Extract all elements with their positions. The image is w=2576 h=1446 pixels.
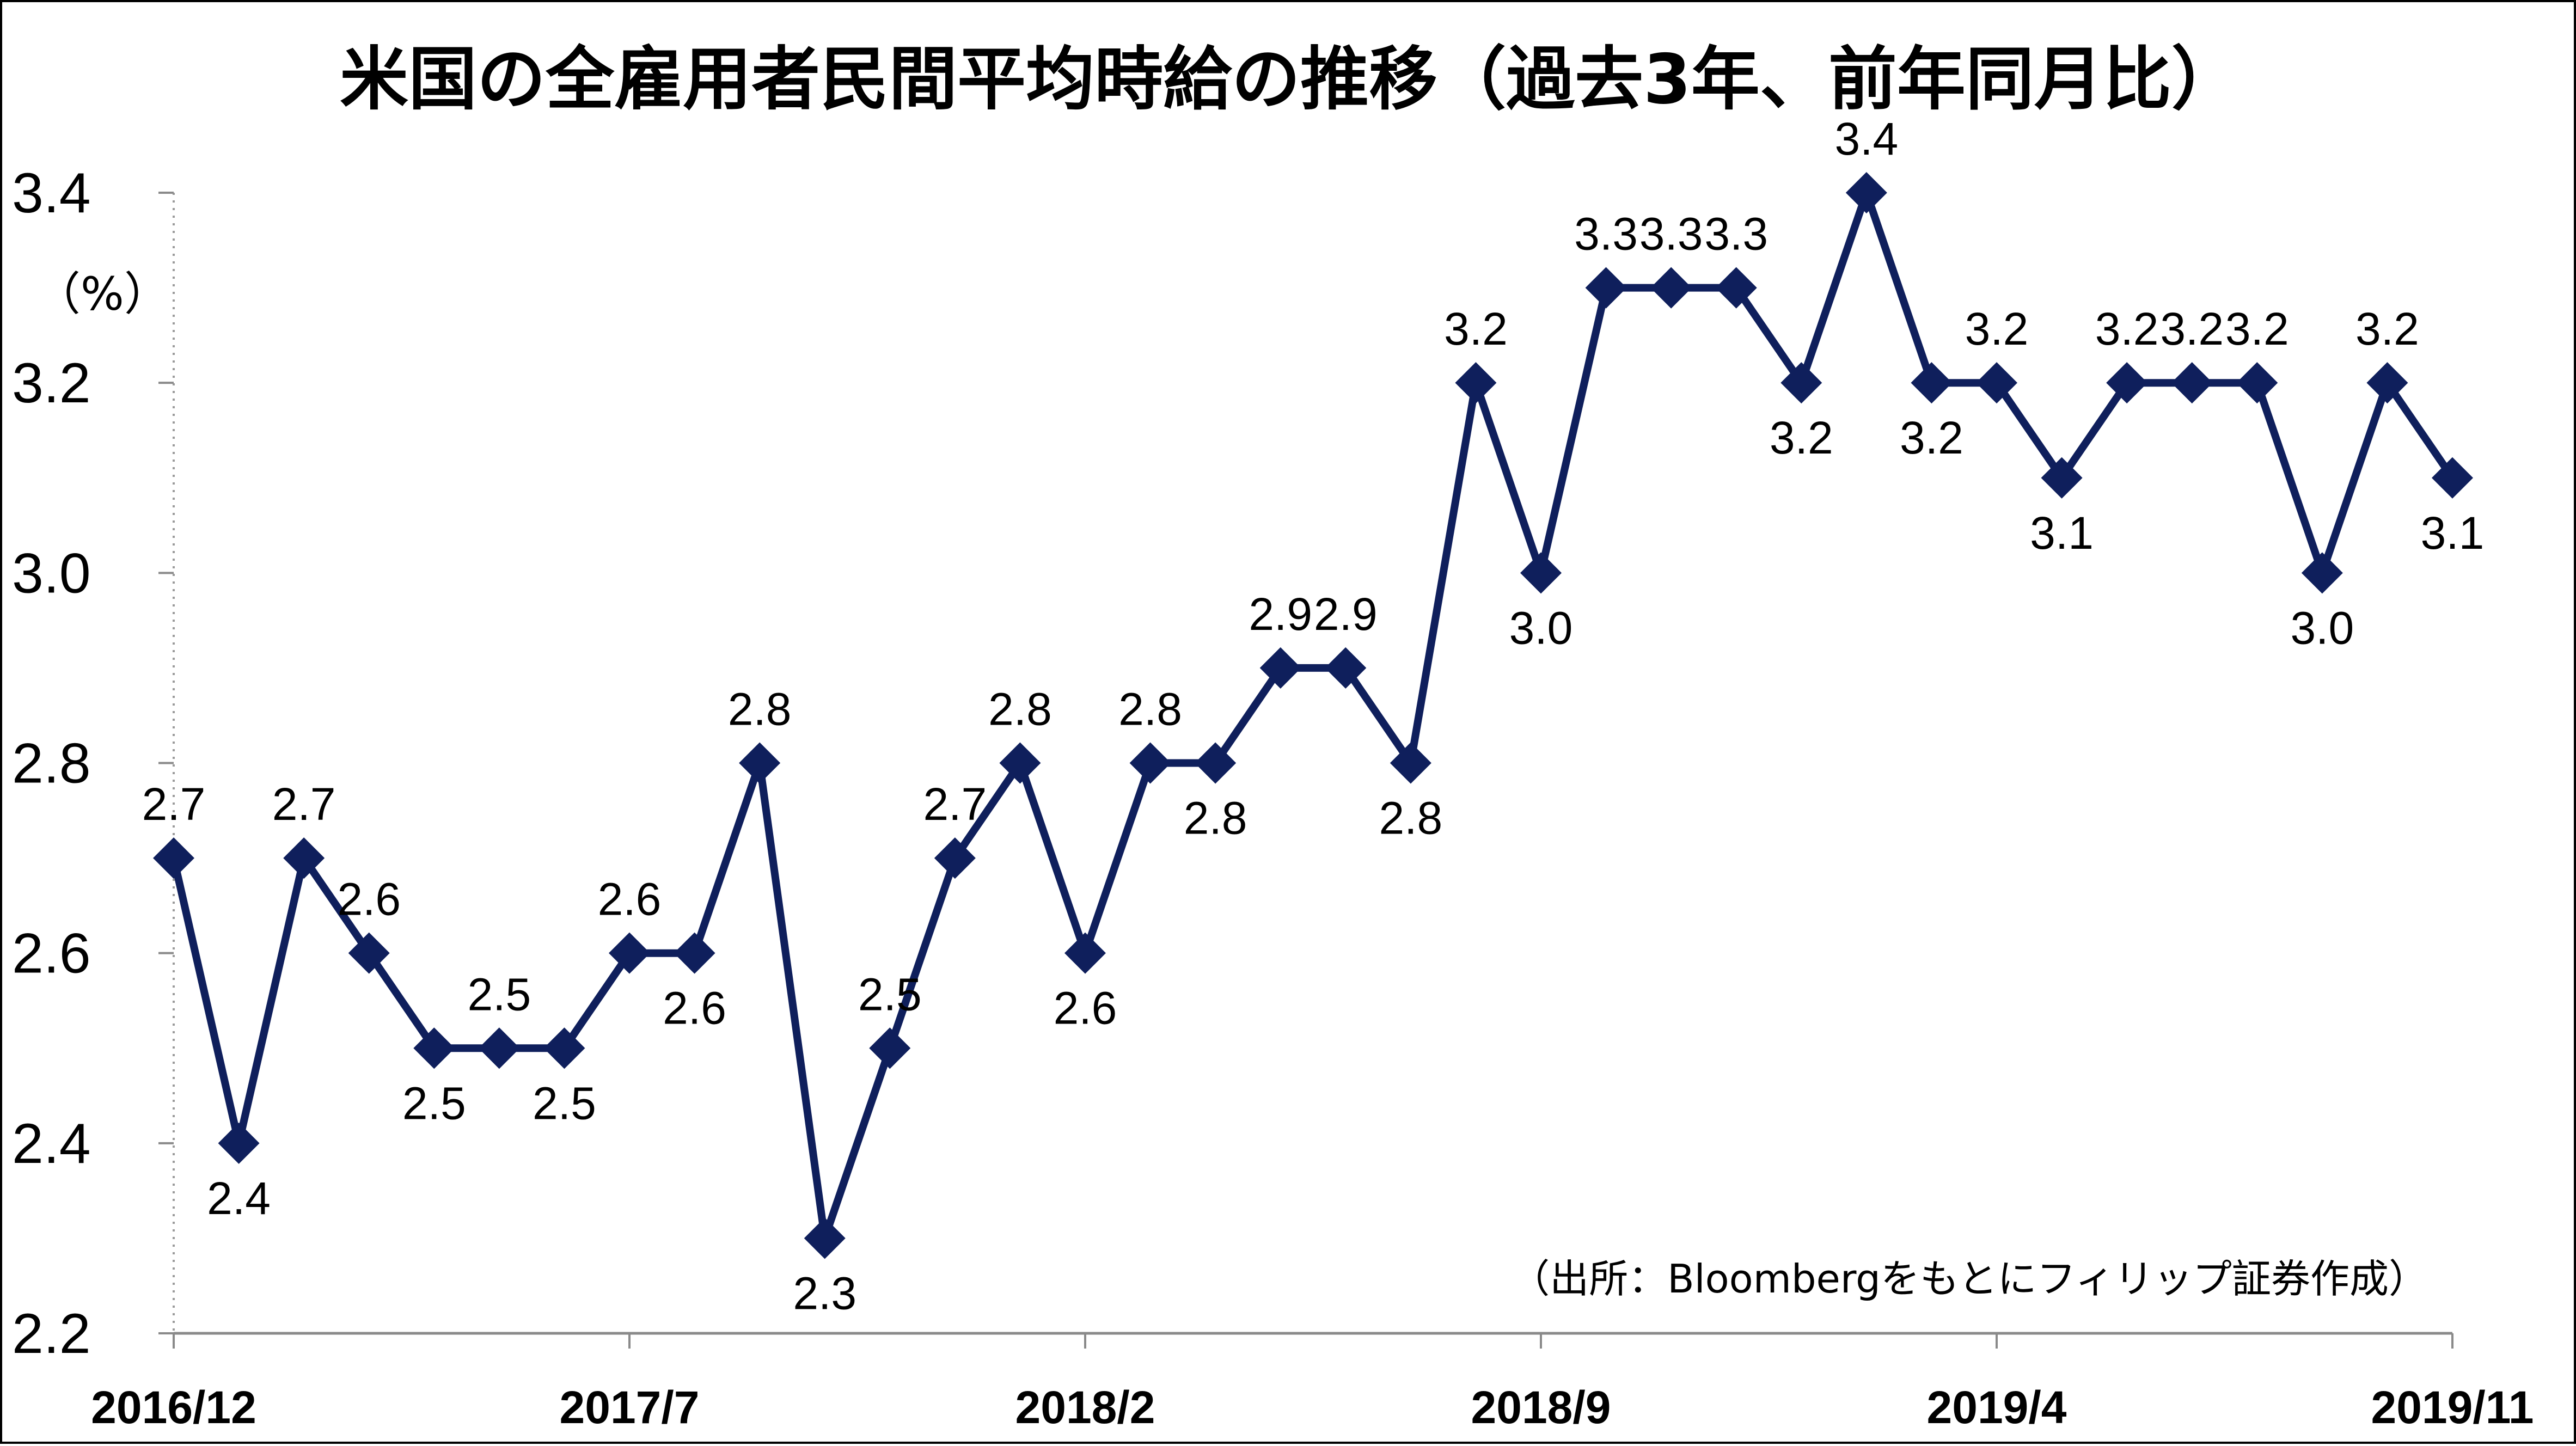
y-tick-label: 3.2 (12, 352, 91, 415)
data-label: 3.3 (1639, 209, 1703, 260)
data-point-marker (283, 837, 325, 879)
data-point-marker (1129, 742, 1171, 784)
data-label: 3.2 (1770, 412, 1833, 463)
x-tick-label: 2019/11 (2371, 1382, 2534, 1433)
data-label: 2.8 (1118, 684, 1182, 735)
data-label: 2.5 (402, 1077, 466, 1129)
data-label: 2.8 (1184, 793, 1247, 844)
data-point-marker (2171, 362, 2213, 404)
data-point-marker (2432, 457, 2473, 499)
data-label: 3.1 (2421, 507, 2485, 559)
y-axis-unit-label: （%） (35, 267, 170, 321)
data-label: 2.6 (1054, 983, 1117, 1034)
data-point-marker (869, 1027, 911, 1069)
x-tick-label: 2019/4 (1927, 1382, 2067, 1433)
data-point-marker (413, 1027, 455, 1069)
x-tick-label: 2018/2 (1015, 1382, 1155, 1433)
chart-title: 米国の全雇用者民間平均時給の推移（過去3年、前年同月比） (340, 39, 2240, 119)
data-label: 2.8 (728, 684, 792, 735)
data-label: 3.4 (1834, 113, 1898, 164)
data-point-marker (348, 932, 390, 974)
y-tick-label: 2.6 (12, 922, 91, 985)
y-tick-label: 2.2 (12, 1302, 91, 1365)
data-label: 2.5 (533, 1077, 596, 1129)
data-label: 2.5 (467, 969, 531, 1020)
data-point-marker (1976, 362, 2017, 404)
data-point-marker (1650, 267, 1692, 309)
data-point-marker (2366, 362, 2408, 404)
data-point-marker (1195, 742, 1237, 784)
data-point-marker (1259, 647, 1301, 689)
data-label: 3.2 (1900, 412, 1963, 463)
data-label: 3.2 (2225, 303, 2289, 354)
data-point-marker (218, 1122, 260, 1164)
x-tick-label: 2016/12 (91, 1382, 256, 1433)
data-point-marker (1325, 647, 1367, 689)
data-point-marker (1585, 267, 1627, 309)
data-label: 2.6 (598, 874, 662, 925)
data-label: 2.4 (207, 1173, 271, 1224)
data-point-marker (2106, 362, 2148, 404)
data-label: 2.7 (923, 779, 987, 830)
data-point-marker (1455, 362, 1497, 404)
data-label: 2.6 (663, 983, 726, 1034)
data-point-marker (2236, 362, 2278, 404)
data-label: 2.8 (1379, 793, 1442, 844)
data-label: 2.5 (858, 969, 922, 1020)
x-tick-label: 2018/9 (1471, 1382, 1611, 1433)
data-label: 3.3 (1704, 209, 1768, 260)
data-label: 2.3 (793, 1267, 856, 1319)
data-label: 2.7 (272, 779, 336, 830)
data-label: 3.0 (1509, 602, 1573, 653)
data-point-marker (2301, 552, 2343, 594)
data-label: 2.9 (1314, 589, 1378, 640)
source-note: （出所：Bloombergをもとにフィリップ証券作成） (1510, 1256, 2428, 1302)
data-point-marker (609, 932, 650, 974)
data-point-marker (1911, 362, 1953, 404)
data-label: 3.2 (2355, 303, 2419, 354)
data-point-marker (1064, 932, 1106, 974)
data-point-marker (2041, 457, 2083, 499)
data-point-marker (1845, 172, 1887, 213)
y-tick-label: 2.8 (12, 732, 91, 795)
y-tick-label: 3.4 (12, 162, 91, 225)
data-label: 3.2 (2095, 303, 2159, 354)
axes: 2.2 2.4 2.6 2.8 3.0 3.2 3.4 2016/12 2017/7 2018/2… (12, 162, 2534, 1433)
data-label: 3.0 (2290, 602, 2354, 653)
data-point-marker (1390, 742, 1431, 784)
data-point-marker (1780, 362, 1822, 404)
data-label: 3.1 (2030, 507, 2094, 559)
data-label: 3.2 (1965, 303, 2029, 354)
x-tick-label: 2017/7 (560, 1382, 700, 1433)
data-point-marker (543, 1027, 585, 1069)
data-point-marker (804, 1217, 846, 1259)
data-label: 2.7 (142, 779, 206, 830)
data-point-marker (674, 932, 715, 974)
data-point-marker (1520, 552, 1562, 594)
marker-group (153, 172, 2473, 1259)
data-label: 2.6 (337, 874, 401, 925)
data-point-marker (478, 1027, 520, 1069)
data-label: 2.8 (988, 684, 1052, 735)
data-label: 3.2 (1444, 303, 1508, 354)
data-point-marker (739, 742, 781, 784)
data-label-group: 2.72.42.72.62.52.52.52.62.62.82.32.52.72… (142, 113, 2485, 1319)
data-point-marker (1715, 267, 1757, 309)
data-label: 3.3 (1574, 209, 1638, 260)
data-label: 2.9 (1249, 589, 1312, 640)
data-point-marker (999, 742, 1041, 784)
y-tick-label: 3.0 (12, 542, 91, 605)
data-label: 3.2 (2160, 303, 2224, 354)
data-point-marker (934, 837, 976, 879)
data-point-marker (153, 837, 194, 879)
y-tick-label: 2.4 (12, 1112, 91, 1175)
